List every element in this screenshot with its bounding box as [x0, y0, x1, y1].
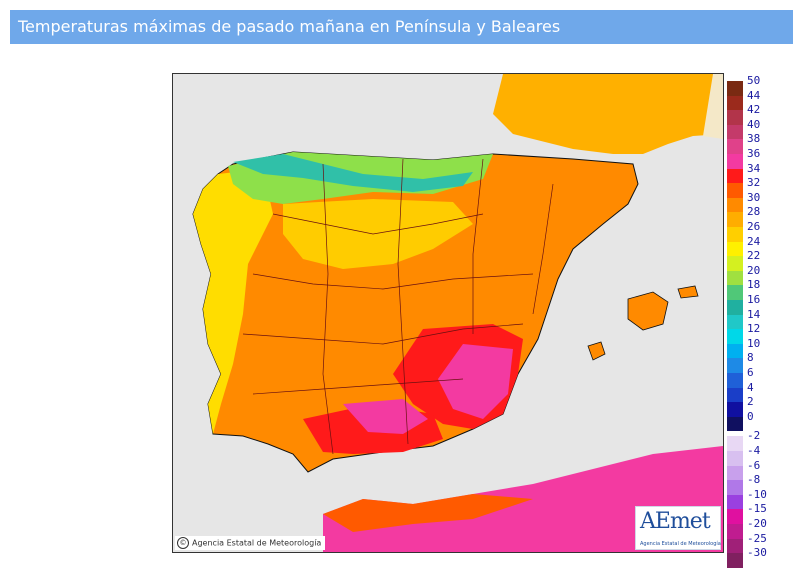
legend-swatch-positive-8	[727, 197, 743, 213]
north-africa-red-band	[323, 494, 533, 532]
legend-swatch-positive-13	[727, 270, 743, 286]
legend-swatch-positive-11	[727, 241, 743, 257]
legend-label-positive-10: 26	[747, 220, 761, 233]
menorca-island	[677, 285, 699, 299]
logo-text: AEmet	[640, 509, 711, 534]
legend-swatch-negative-1	[727, 451, 743, 466]
legend-label-positive-6: 34	[747, 161, 761, 175]
legend-label-positive-0: 50	[747, 74, 761, 87]
legend-swatch-positive-22	[727, 402, 743, 417]
aemet-logo: AEmet Agencia Estatal de Meteorología	[635, 506, 721, 550]
legend-swatch-positive-12	[727, 256, 743, 271]
legend-label-positive-2: 42	[747, 103, 761, 117]
legend-label-negative-6: -20	[747, 517, 767, 530]
legend-swatch-negative-6	[727, 524, 743, 539]
legend-swatch-negative-4	[727, 494, 743, 510]
legend-label-negative-7: -25	[747, 531, 767, 545]
corner-land	[703, 74, 723, 139]
ibiza-island	[587, 341, 606, 361]
legend-swatch-negative-7	[727, 538, 743, 554]
legend-label-positive-20: 6	[747, 366, 754, 379]
legend-swatch-positive-23	[727, 416, 743, 432]
northern-plateau	[283, 199, 473, 269]
west-coast-yellow-band	[193, 169, 273, 434]
legend-label-positive-11: 24	[747, 234, 761, 248]
mallorca-island	[627, 291, 669, 331]
legend-label-positive-8: 30	[747, 190, 761, 204]
credit-text: Agencia Estatal de Meteorología	[192, 538, 322, 548]
legend-label-positive-7: 32	[747, 176, 761, 190]
legend-label-positive-9: 28	[747, 205, 761, 219]
legend-label-positive-16: 14	[747, 307, 761, 321]
legend-swatch-positive-17	[727, 329, 743, 344]
legend-swatch-positive-0	[727, 81, 743, 96]
legend-label-positive-4: 38	[747, 132, 761, 146]
legend-label-positive-5: 36	[747, 147, 761, 160]
legend-label-positive-22: 2	[747, 395, 754, 409]
legend-swatch-positive-18	[727, 343, 743, 359]
copyright-icon: ©	[177, 537, 189, 549]
legend-label-negative-8: -30	[747, 546, 767, 560]
legend-swatch-positive-6	[727, 168, 743, 184]
legend-label-positive-23: 0	[747, 409, 754, 423]
legend-swatch-negative-2	[727, 465, 743, 481]
legend-swatch-negative-8	[727, 553, 743, 568]
legend-label-positive-13: 20	[747, 263, 761, 277]
legend-swatch-negative-3	[727, 480, 743, 495]
legend-label-positive-19: 8	[747, 351, 754, 365]
southeast-very-hot-area	[438, 344, 513, 419]
legend-label-negative-2: -6	[747, 458, 761, 472]
temperature-legend: 50 44 42 40 38 36 34 32 30 28 26 24 22 20 18 16 14 12 10 8 6…	[727, 75, 793, 568]
legend-swatch-positive-21	[727, 387, 743, 403]
title-bar: Temperaturas máximas de pasado mañana en…	[10, 10, 793, 44]
legend-swatch-positive-15	[727, 300, 743, 315]
legend-swatch-positive-9	[727, 212, 743, 227]
legend-swatch-positive-20	[727, 373, 743, 388]
legend-label-negative-3: -8	[747, 473, 761, 487]
temperature-map	[173, 74, 723, 552]
legend-swatch-positive-7	[727, 183, 743, 198]
legend-swatch-positive-16	[727, 314, 743, 330]
legend-swatch-positive-10	[727, 227, 743, 242]
legend-label-negative-0: -2	[747, 429, 761, 443]
legend-label-negative-1: -4	[747, 444, 761, 457]
legend-label-positive-14: 18	[747, 278, 761, 292]
legend-label-positive-3: 40	[747, 117, 761, 131]
legend-label-positive-17: 12	[747, 322, 761, 336]
legend-label-positive-21: 4	[747, 380, 754, 394]
province-borders	[242, 158, 554, 455]
legend-label-positive-1: 44	[747, 88, 761, 102]
map-panel[interactable]: © Agencia Estatal de Meteorología AEmet A…	[172, 73, 724, 553]
legend-swatch-positive-3	[727, 124, 743, 140]
copyright-credit: © Agencia Estatal de Meteorología	[175, 536, 326, 550]
legend-swatch-positive-1	[727, 95, 743, 111]
legend-label-negative-4: -10	[747, 487, 767, 501]
legend-swatch-positive-5	[727, 154, 743, 169]
legend-swatch-positive-4	[727, 139, 743, 154]
legend-swatch-negative-0	[727, 436, 743, 451]
legend-swatch-positive-2	[727, 110, 743, 125]
cantabrian-mountains	[233, 154, 473, 192]
legend-label-negative-5: -15	[747, 502, 767, 516]
legend-label-positive-15: 16	[747, 293, 761, 306]
legend-swatch-negative-5	[727, 509, 743, 524]
legend-swatch-positive-19	[727, 358, 743, 373]
legend-swatch-positive-14	[727, 285, 743, 300]
legend-label-positive-12: 22	[747, 249, 761, 263]
france-landmass	[493, 74, 723, 154]
logo-subtext: Agencia Estatal de Meteorología	[640, 541, 721, 547]
legend-label-positive-18: 10	[747, 336, 761, 350]
page-title: Temperaturas máximas de pasado mañana en…	[18, 17, 561, 36]
